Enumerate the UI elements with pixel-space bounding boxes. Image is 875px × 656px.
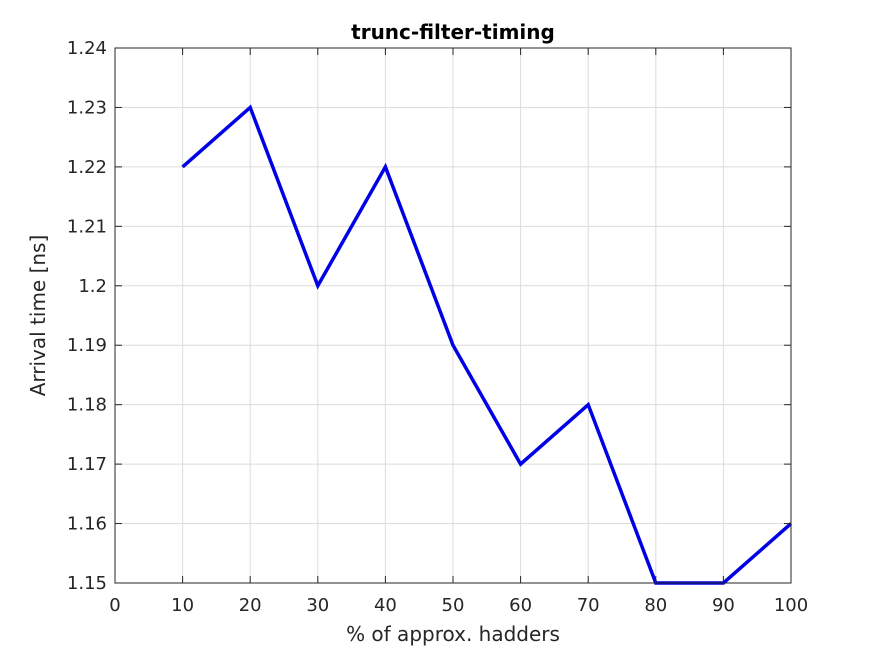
y-tick-label: 1.18 xyxy=(67,395,107,416)
y-tick-label: 1.23 xyxy=(67,97,107,118)
y-tick-label: 1.15 xyxy=(67,573,107,594)
y-tick-labels: 1.15 1.16 1.17 1.18 1.19 1.2 1.21 1.22 1.23 1.24 xyxy=(67,38,107,594)
y-tick-label: 1.22 xyxy=(67,157,107,178)
x-tick-label: 100 xyxy=(774,595,808,616)
x-tick-label: 40 xyxy=(374,595,397,616)
x-tick-label: 90 xyxy=(712,595,735,616)
x-tick-labels: 0 10 20 30 40 50 60 70 80 90 100 xyxy=(109,595,808,616)
x-tick-label: 50 xyxy=(442,595,465,616)
x-tick-label: 60 xyxy=(509,595,532,616)
x-tick-label: 0 xyxy=(109,595,120,616)
x-tick-label: 70 xyxy=(577,595,600,616)
x-tick-label: 20 xyxy=(239,595,262,616)
y-tick-label: 1.2 xyxy=(78,276,107,297)
x-tick-label: 10 xyxy=(171,595,194,616)
x-tick-label: 30 xyxy=(306,595,329,616)
y-tick-label: 1.21 xyxy=(67,216,107,237)
chart-title: trunc-filter-timing xyxy=(351,20,555,44)
y-tick-label: 1.19 xyxy=(67,335,107,356)
x-tick-label: 80 xyxy=(644,595,667,616)
y-tick-label: 1.17 xyxy=(67,454,107,475)
tick-marks xyxy=(114,47,792,584)
y-axis-label: Arrival time [ns] xyxy=(26,235,50,397)
y-tick-label: 1.16 xyxy=(67,514,107,535)
x-axis-label: % of approx. hadders xyxy=(346,622,560,646)
y-tick-label: 1.24 xyxy=(67,38,107,59)
